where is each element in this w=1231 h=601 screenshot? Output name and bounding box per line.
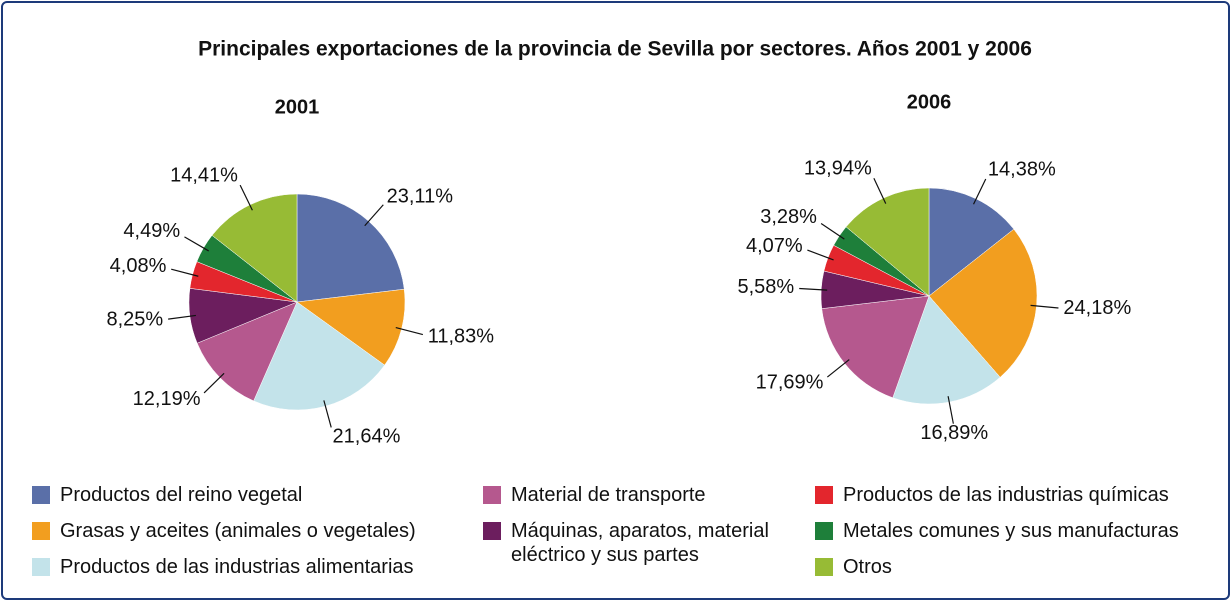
pie-title: 2006 (907, 91, 952, 113)
legend-label: Grasas y aceites (animales o vegetales) (60, 520, 416, 542)
chart: Principales exportaciones de la provinci… (106, 38, 1131, 448)
legend-swatch (483, 522, 501, 540)
leader-line (239, 184, 253, 211)
data-label: 13,94% (804, 157, 872, 179)
data-label: 24,18% (1063, 297, 1131, 319)
legend-swatch (815, 486, 833, 504)
data-label: 23,11% (387, 186, 454, 208)
legend-item: Material de transporte (483, 483, 803, 507)
data-label: 5,58% (738, 276, 795, 298)
leader-line (1030, 304, 1059, 309)
legend-item: Productos del reino vegetal (32, 483, 472, 507)
legend-label: Material de transporte (511, 484, 706, 506)
legend-item: Grasas y aceites (animales o vegetales) (32, 519, 472, 543)
leader-line (807, 249, 834, 261)
data-label: 14,38% (988, 158, 1056, 180)
leader-line (972, 178, 987, 205)
data-label: 4,49% (123, 220, 180, 242)
leader-line (184, 236, 210, 252)
legend-swatch (483, 486, 501, 504)
legend-label: Máquinas, aparatos, material eléctrico y… (511, 520, 769, 566)
data-label: 14,41% (170, 164, 238, 186)
data-label: 8,25% (106, 309, 163, 331)
legend-item: Productos de las industrias alimentarias (32, 555, 472, 579)
leader-line (323, 400, 332, 428)
leader-line (395, 326, 424, 336)
legend-label: Metales comunes y sus manufacturas (843, 520, 1179, 542)
data-label: 12,19% (133, 388, 201, 410)
legend-item: Productos de las industrias químicas (815, 483, 1215, 507)
legend-label: Productos del reino vegetal (60, 484, 303, 506)
leader-line (168, 314, 196, 320)
leader-line (820, 222, 845, 240)
leader-line (171, 268, 199, 277)
legend-swatch (32, 522, 50, 540)
legend-item: Otros (815, 555, 1215, 579)
pie-title: 2001 (275, 96, 320, 118)
legend-swatch (32, 486, 50, 504)
legend-label: Otros (843, 556, 892, 578)
chart-title: Principales exportaciones de la provinci… (198, 38, 1032, 61)
data-label: 17,69% (756, 372, 824, 394)
legend-label: Productos de las industrias químicas (843, 484, 1169, 506)
leader-line (826, 359, 850, 378)
data-label: 3,28% (760, 206, 817, 228)
data-label: 4,08% (110, 255, 167, 277)
data-label: 16,89% (920, 422, 988, 444)
pie-slice (296, 193, 405, 303)
legend-swatch (32, 558, 50, 576)
leader-line (364, 204, 384, 227)
leader-line (203, 372, 225, 394)
leader-line (947, 396, 954, 424)
legend-swatch (815, 522, 833, 540)
data-label: 11,83% (428, 325, 495, 347)
leader-line (873, 178, 887, 204)
legend-swatch (815, 558, 833, 576)
legend-item: Máquinas, aparatos, material eléctrico y… (483, 519, 793, 567)
legend-item: Metales comunes y sus manufacturas (815, 519, 1215, 543)
data-label: 21,64% (333, 425, 401, 447)
legend-label: Productos de las industrias alimentarias (60, 556, 414, 578)
leader-line (799, 287, 828, 291)
data-label: 4,07% (746, 235, 803, 257)
